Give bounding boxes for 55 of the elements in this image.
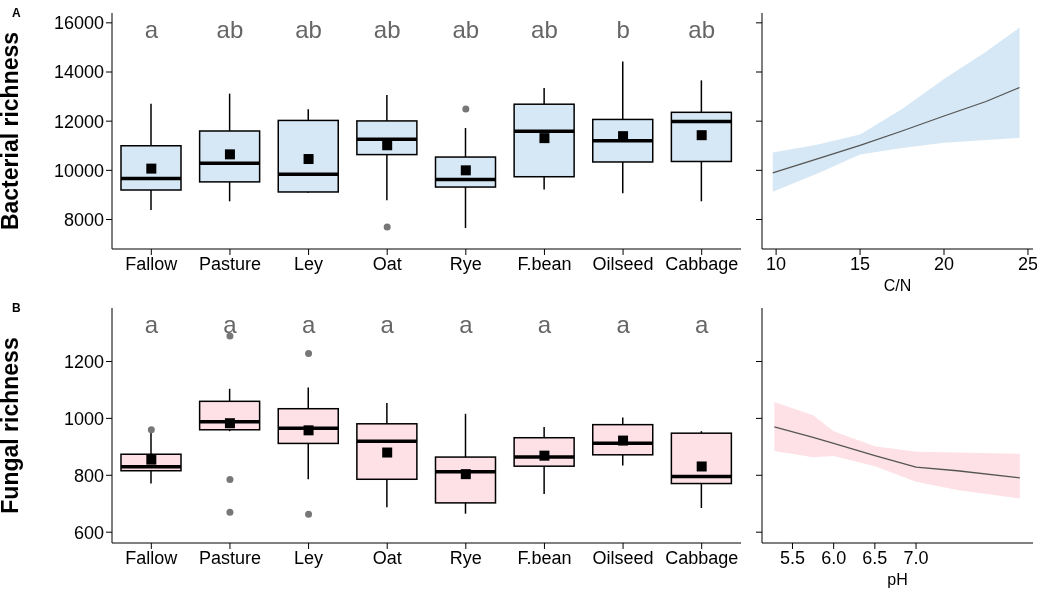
y-tick-label: 14000 <box>53 62 104 83</box>
x-tick-label: Oat <box>372 253 402 274</box>
y-axis-title: Bacterial richness <box>0 31 24 231</box>
x-tick-label: 10 <box>766 253 787 274</box>
annotation: ab <box>531 16 558 44</box>
x-tick-label: 15 <box>850 253 871 274</box>
y-tick-label: 1000 <box>63 408 104 429</box>
y-tick-label: 800 <box>73 465 104 486</box>
x-tick-label: Pasture <box>198 253 261 274</box>
x-tick-label: Cabbage <box>665 547 739 568</box>
annotation: ab <box>216 16 244 44</box>
x-tick-label: Ley <box>294 253 324 274</box>
y-tick-label: 10000 <box>53 160 104 181</box>
annotation: a <box>144 16 159 44</box>
text: A <box>12 6 21 20</box>
x-tick-label: 6.5 <box>862 547 888 568</box>
annotation: a <box>695 311 710 339</box>
annotation: ab <box>688 16 716 44</box>
annotation: a <box>223 311 238 339</box>
x-tick-label: 25 <box>1017 253 1037 274</box>
x-tick-label: Ley <box>294 547 324 568</box>
x-axis-title: C/N <box>883 277 912 294</box>
x-tick-label: Pasture <box>198 547 261 568</box>
x-tick-label: Oilseed <box>592 547 654 568</box>
x-tick-label: Oilseed <box>592 253 654 274</box>
x-tick-label: Rye <box>449 253 482 274</box>
x-tick-label: F.bean <box>517 547 572 568</box>
annotation: a <box>144 311 159 339</box>
annotation: a <box>459 311 474 339</box>
text: B <box>12 301 21 315</box>
x-tick-label: Fallow <box>125 547 179 568</box>
y-tick-label: 16000 <box>53 13 104 34</box>
x-tick-label: F.bean <box>517 253 572 274</box>
annotation: ab <box>373 16 401 44</box>
annotation: a <box>616 311 631 339</box>
y-axis-title: Fungal richness <box>0 337 24 514</box>
annotation: a <box>537 311 552 339</box>
x-axis-title: pH <box>887 571 908 588</box>
annotation: ab <box>452 16 480 44</box>
x-tick-label: Cabbage <box>665 253 739 274</box>
x-tick-label: 7.0 <box>903 547 929 568</box>
x-tick-label: 20 <box>933 253 955 274</box>
annotation: b <box>616 16 630 44</box>
x-tick-label: 5.5 <box>779 547 805 568</box>
y-tick-label: 600 <box>73 522 104 543</box>
y-tick-label: 12000 <box>53 111 104 132</box>
annotation: a <box>380 311 395 339</box>
y-tick-label: 1200 <box>63 351 104 372</box>
x-tick-label: Rye <box>449 547 482 568</box>
y-tick-label: 8000 <box>63 209 104 230</box>
annotation: a <box>301 311 316 339</box>
annotation: ab <box>295 16 322 44</box>
x-tick-label: Oat <box>372 547 402 568</box>
x-tick-label: 6.0 <box>821 547 847 568</box>
x-tick-label: Fallow <box>125 253 179 274</box>
